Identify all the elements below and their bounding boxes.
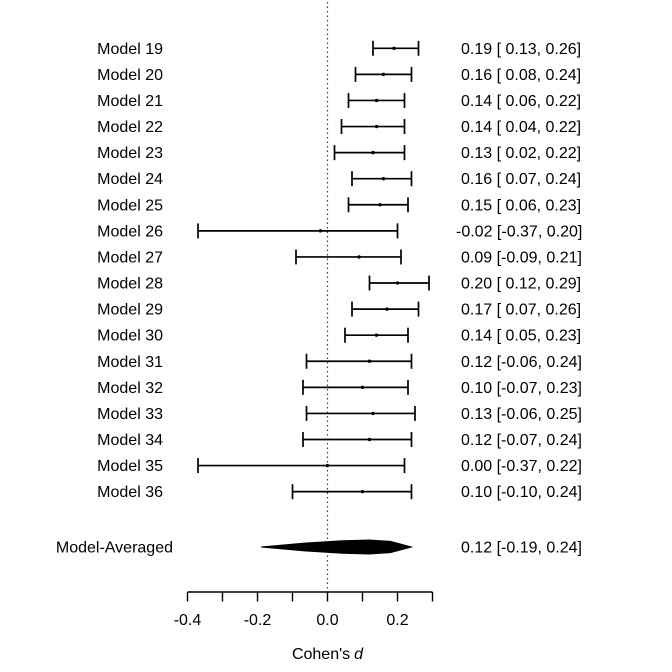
point-estimate-dot (318, 229, 323, 233)
row-label: Model 31 (97, 354, 163, 371)
x-tick-label: 0.2 (386, 612, 408, 629)
point-estimate-dot (360, 489, 365, 494)
x-tick-label: -0.2 (244, 612, 272, 629)
row-label: Model 29 (97, 302, 163, 319)
point-estimate-dot (385, 307, 389, 311)
point-estimate-dot (371, 150, 375, 155)
row-annotation: -0.02 [-0.37, 0.20] (456, 223, 582, 240)
row-annotation: 0.14 [ 0.06, 0.22] (461, 93, 581, 110)
row-label: Model 19 (97, 41, 163, 58)
row-label: Model 27 (97, 249, 163, 266)
point-estimate-dot (367, 437, 372, 442)
row-label: Model 20 (97, 67, 163, 84)
row-annotation: 0.00 [-0.37, 0.22] (461, 458, 582, 475)
point-estimate-dot (367, 359, 372, 363)
x-tick-label: 0.0 (316, 612, 338, 629)
row-annotation: 0.16 [ 0.08, 0.24] (461, 67, 581, 84)
row-label: Model 30 (97, 328, 163, 345)
summary-annotation: 0.12 [-0.19, 0.24] (461, 540, 582, 557)
row-label: Model 23 (97, 145, 163, 162)
point-estimate-dot (325, 463, 330, 468)
x-axis-title-prefix: Cohen's (292, 646, 350, 663)
point-estimate-dot (374, 98, 379, 103)
x-axis-title-italic: d (354, 646, 364, 663)
row-label: Model 35 (97, 458, 163, 475)
row-annotation: 0.20 [ 0.12, 0.29] (461, 276, 581, 293)
row-label: Model 32 (97, 380, 163, 397)
x-axis-title: Cohen's d (292, 646, 364, 663)
row-label: Model 36 (97, 484, 163, 501)
row-label: Model 26 (97, 223, 163, 240)
point-estimate-dot (392, 46, 396, 50)
row-label: Model 28 (97, 276, 163, 293)
row-annotation: 0.15 [ 0.06, 0.23] (461, 197, 581, 214)
row-annotation: 0.12 [-0.07, 0.24] (461, 432, 582, 449)
point-estimate-dot (374, 124, 379, 129)
row-label: Model 33 (97, 406, 163, 423)
summary-diamond (260, 539, 414, 555)
point-estimate-dot (357, 255, 361, 259)
row-annotation: 0.10 [-0.07, 0.23] (461, 380, 582, 397)
row-annotation: 0.17 [ 0.07, 0.26] (461, 302, 581, 319)
row-label: Model 21 (97, 93, 163, 110)
point-estimate-dot (360, 385, 365, 390)
row-annotation: 0.12 [-0.06, 0.24] (461, 354, 582, 371)
row-label: Model 34 (97, 432, 163, 449)
row-label: Model 24 (97, 171, 163, 188)
row-label: Model 22 (97, 119, 163, 136)
point-estimate-dot (395, 281, 400, 285)
summary-label: Model-Averaged (56, 540, 173, 557)
point-estimate-dot (378, 203, 382, 207)
row-label: Model 25 (97, 197, 163, 214)
row-annotation: 0.13 [ 0.02, 0.22] (461, 145, 581, 162)
point-estimate-dot (381, 177, 386, 181)
point-estimate-dot (371, 411, 375, 416)
row-annotation: 0.13 [-0.06, 0.25] (461, 406, 582, 423)
row-annotation: 0.16 [ 0.07, 0.24] (461, 171, 581, 188)
point-estimate-dot (374, 333, 379, 337)
row-annotation: 0.14 [ 0.05, 0.23] (461, 328, 581, 345)
row-annotation: 0.19 [ 0.13, 0.26] (461, 41, 581, 58)
row-annotation: 0.10 [-0.10, 0.24] (461, 484, 582, 501)
row-annotation: 0.09 [-0.09, 0.21] (461, 249, 582, 266)
row-annotation: 0.14 [ 0.04, 0.22] (461, 119, 581, 136)
x-tick-label: -0.4 (174, 612, 202, 629)
point-estimate-dot (381, 72, 386, 77)
